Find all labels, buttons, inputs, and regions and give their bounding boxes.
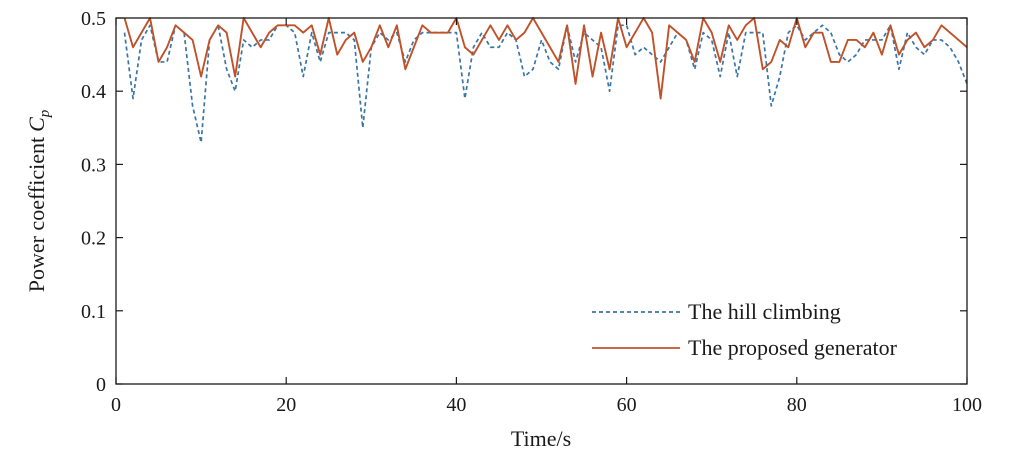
series-line-proposed-generator: [123, 17, 968, 100]
y-axis-label: Power coefficient Cp: [24, 109, 53, 292]
y-tick-label: 0.3: [81, 154, 106, 176]
y-tick-label: 0: [96, 374, 106, 396]
tick-layer: 0 20 40 60 80 100 0 0.1 0.2 0.3 0.4 0.5: [81, 8, 982, 416]
series-line-hill-climbing: [123, 24, 968, 144]
y-axis-label-subscript: p: [37, 109, 53, 118]
x-tick-label: 0: [111, 394, 121, 416]
y-tick-label: 0.5: [81, 8, 106, 30]
y-tick-label: 0.1: [81, 301, 106, 323]
x-axis-label: Time/s: [511, 426, 571, 451]
legend-label-hill-climbing: The hill climbing: [688, 299, 841, 324]
y-tick-label: 0.2: [81, 228, 106, 250]
x-tick-label: 80: [787, 394, 807, 416]
x-tick-label: 100: [952, 394, 982, 416]
series-layer: [123, 17, 968, 144]
legend: The hill climbing The proposed generator: [592, 299, 898, 360]
x-tick-label: 40: [446, 394, 466, 416]
x-tick-label: 20: [276, 394, 296, 416]
legend-label-proposed-generator: The proposed generator: [688, 335, 898, 360]
y-axis-label-symbol: C: [24, 117, 49, 132]
y-axis-label-text: Power coefficient: [24, 137, 49, 292]
x-tick-label: 60: [617, 394, 637, 416]
y-tick-label: 0.4: [81, 81, 106, 103]
plot-frame: [115, 17, 968, 385]
